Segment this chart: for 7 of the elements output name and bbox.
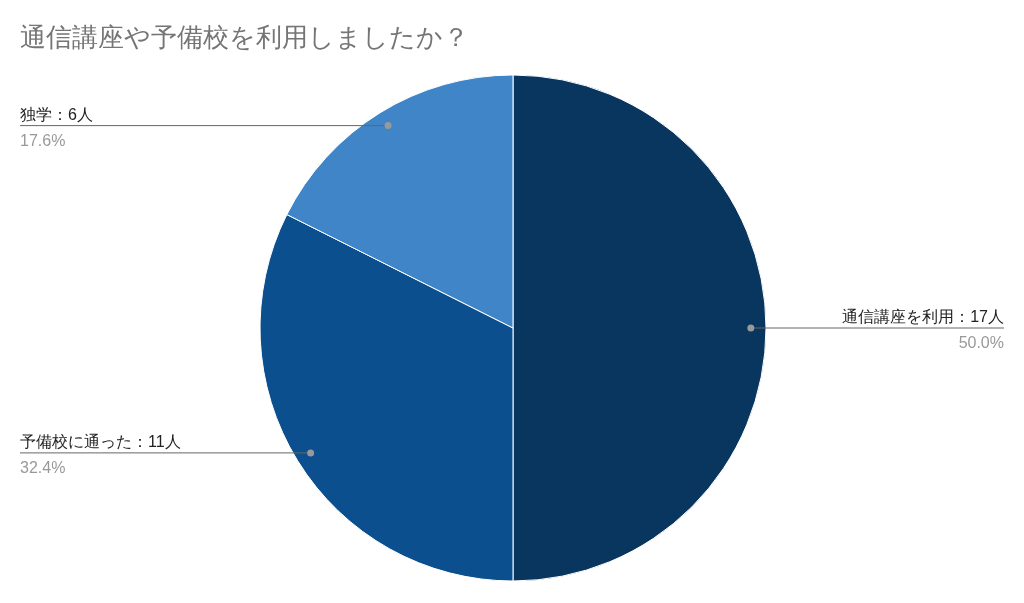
data-label: 17.6% xyxy=(20,131,66,149)
slice-label: 予備校に通った：11人 xyxy=(20,432,181,450)
slice-label: 通信講座を利用：17人 xyxy=(842,308,1004,325)
chart-title: 通信講座や予備校を利用しましたか？ xyxy=(20,22,469,52)
slice-label: 独学：6人 xyxy=(20,105,93,123)
data-label: 32.4% xyxy=(20,458,66,476)
data-label: 50.0% xyxy=(958,334,1004,351)
